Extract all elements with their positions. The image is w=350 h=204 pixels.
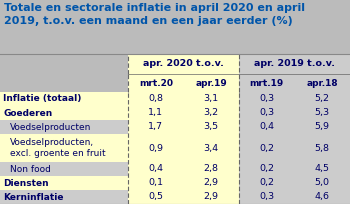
- Text: 5,8: 5,8: [315, 143, 330, 153]
- Bar: [0, 106, 128, 120]
- Text: 1,1: 1,1: [148, 109, 163, 118]
- Bar: [239, 106, 294, 120]
- Bar: [0, 134, 128, 162]
- Text: 4,5: 4,5: [315, 164, 330, 173]
- Bar: [239, 176, 294, 190]
- Text: Inflatie (totaal): Inflatie (totaal): [3, 94, 81, 103]
- Text: Diensten: Diensten: [3, 178, 49, 187]
- Text: apr. 2019 t.o.v.: apr. 2019 t.o.v.: [254, 60, 335, 69]
- Bar: [294, 176, 350, 190]
- Bar: [183, 92, 239, 106]
- Bar: [239, 54, 350, 74]
- Text: 3,4: 3,4: [204, 143, 219, 153]
- Text: 0,4: 0,4: [148, 164, 163, 173]
- Bar: [0, 0, 350, 54]
- Bar: [183, 106, 239, 120]
- Bar: [128, 54, 239, 74]
- Bar: [128, 92, 183, 106]
- Bar: [239, 120, 294, 134]
- Text: 0,3: 0,3: [259, 109, 274, 118]
- Bar: [0, 92, 128, 106]
- Bar: [128, 190, 183, 204]
- Text: 0,2: 0,2: [259, 164, 274, 173]
- Text: apr.19: apr.19: [195, 79, 227, 88]
- Text: 2,9: 2,9: [204, 178, 219, 187]
- Bar: [128, 120, 183, 134]
- Text: Voedselproducten,
excl. groente en fruit: Voedselproducten, excl. groente en fruit: [10, 138, 106, 158]
- Bar: [128, 134, 183, 162]
- Text: 3,1: 3,1: [204, 94, 219, 103]
- Bar: [239, 134, 294, 162]
- Text: 4,6: 4,6: [315, 193, 330, 202]
- Bar: [0, 54, 128, 74]
- Bar: [183, 190, 239, 204]
- Text: 0,3: 0,3: [259, 94, 274, 103]
- Bar: [239, 162, 294, 176]
- Bar: [128, 162, 183, 176]
- Text: 0,3: 0,3: [259, 193, 274, 202]
- Bar: [128, 176, 183, 190]
- Bar: [294, 92, 350, 106]
- Text: 2,8: 2,8: [204, 164, 219, 173]
- Text: apr.18: apr.18: [307, 79, 338, 88]
- Text: 3,2: 3,2: [204, 109, 219, 118]
- Bar: [294, 106, 350, 120]
- Text: Kerninflatie: Kerninflatie: [3, 193, 63, 202]
- Text: Goederen: Goederen: [3, 109, 52, 118]
- Bar: [294, 120, 350, 134]
- Bar: [183, 176, 239, 190]
- Bar: [183, 120, 239, 134]
- Text: 0,9: 0,9: [148, 143, 163, 153]
- Bar: [294, 162, 350, 176]
- Bar: [0, 120, 128, 134]
- Text: 5,3: 5,3: [315, 109, 330, 118]
- Bar: [128, 74, 183, 92]
- Text: 0,4: 0,4: [259, 122, 274, 132]
- Text: Voedselproducten: Voedselproducten: [10, 122, 91, 132]
- Bar: [239, 74, 294, 92]
- Bar: [294, 190, 350, 204]
- Text: 5,0: 5,0: [315, 178, 330, 187]
- Text: 2,9: 2,9: [204, 193, 219, 202]
- Bar: [239, 92, 294, 106]
- Bar: [294, 74, 350, 92]
- Text: 0,5: 0,5: [148, 193, 163, 202]
- Bar: [0, 162, 128, 176]
- Bar: [0, 74, 128, 92]
- Text: 0,8: 0,8: [148, 94, 163, 103]
- Text: 0,2: 0,2: [259, 143, 274, 153]
- Bar: [0, 190, 128, 204]
- Text: 5,9: 5,9: [315, 122, 330, 132]
- Text: apr. 2020 t.o.v.: apr. 2020 t.o.v.: [143, 60, 224, 69]
- Text: 1,7: 1,7: [148, 122, 163, 132]
- Bar: [294, 134, 350, 162]
- Bar: [128, 106, 183, 120]
- Text: 3,5: 3,5: [204, 122, 219, 132]
- Text: 0,1: 0,1: [148, 178, 163, 187]
- Text: 5,2: 5,2: [315, 94, 330, 103]
- Text: Non food: Non food: [10, 164, 51, 173]
- Text: mrt.20: mrt.20: [139, 79, 173, 88]
- Text: Totale en sectorale inflatie in april 2020 en april
2019, t.o.v. een maand en ee: Totale en sectorale inflatie in april 20…: [4, 3, 305, 26]
- Bar: [183, 162, 239, 176]
- Bar: [183, 74, 239, 92]
- Bar: [239, 190, 294, 204]
- Bar: [0, 176, 128, 190]
- Text: 0,2: 0,2: [259, 178, 274, 187]
- Bar: [183, 134, 239, 162]
- Text: mrt.19: mrt.19: [250, 79, 284, 88]
